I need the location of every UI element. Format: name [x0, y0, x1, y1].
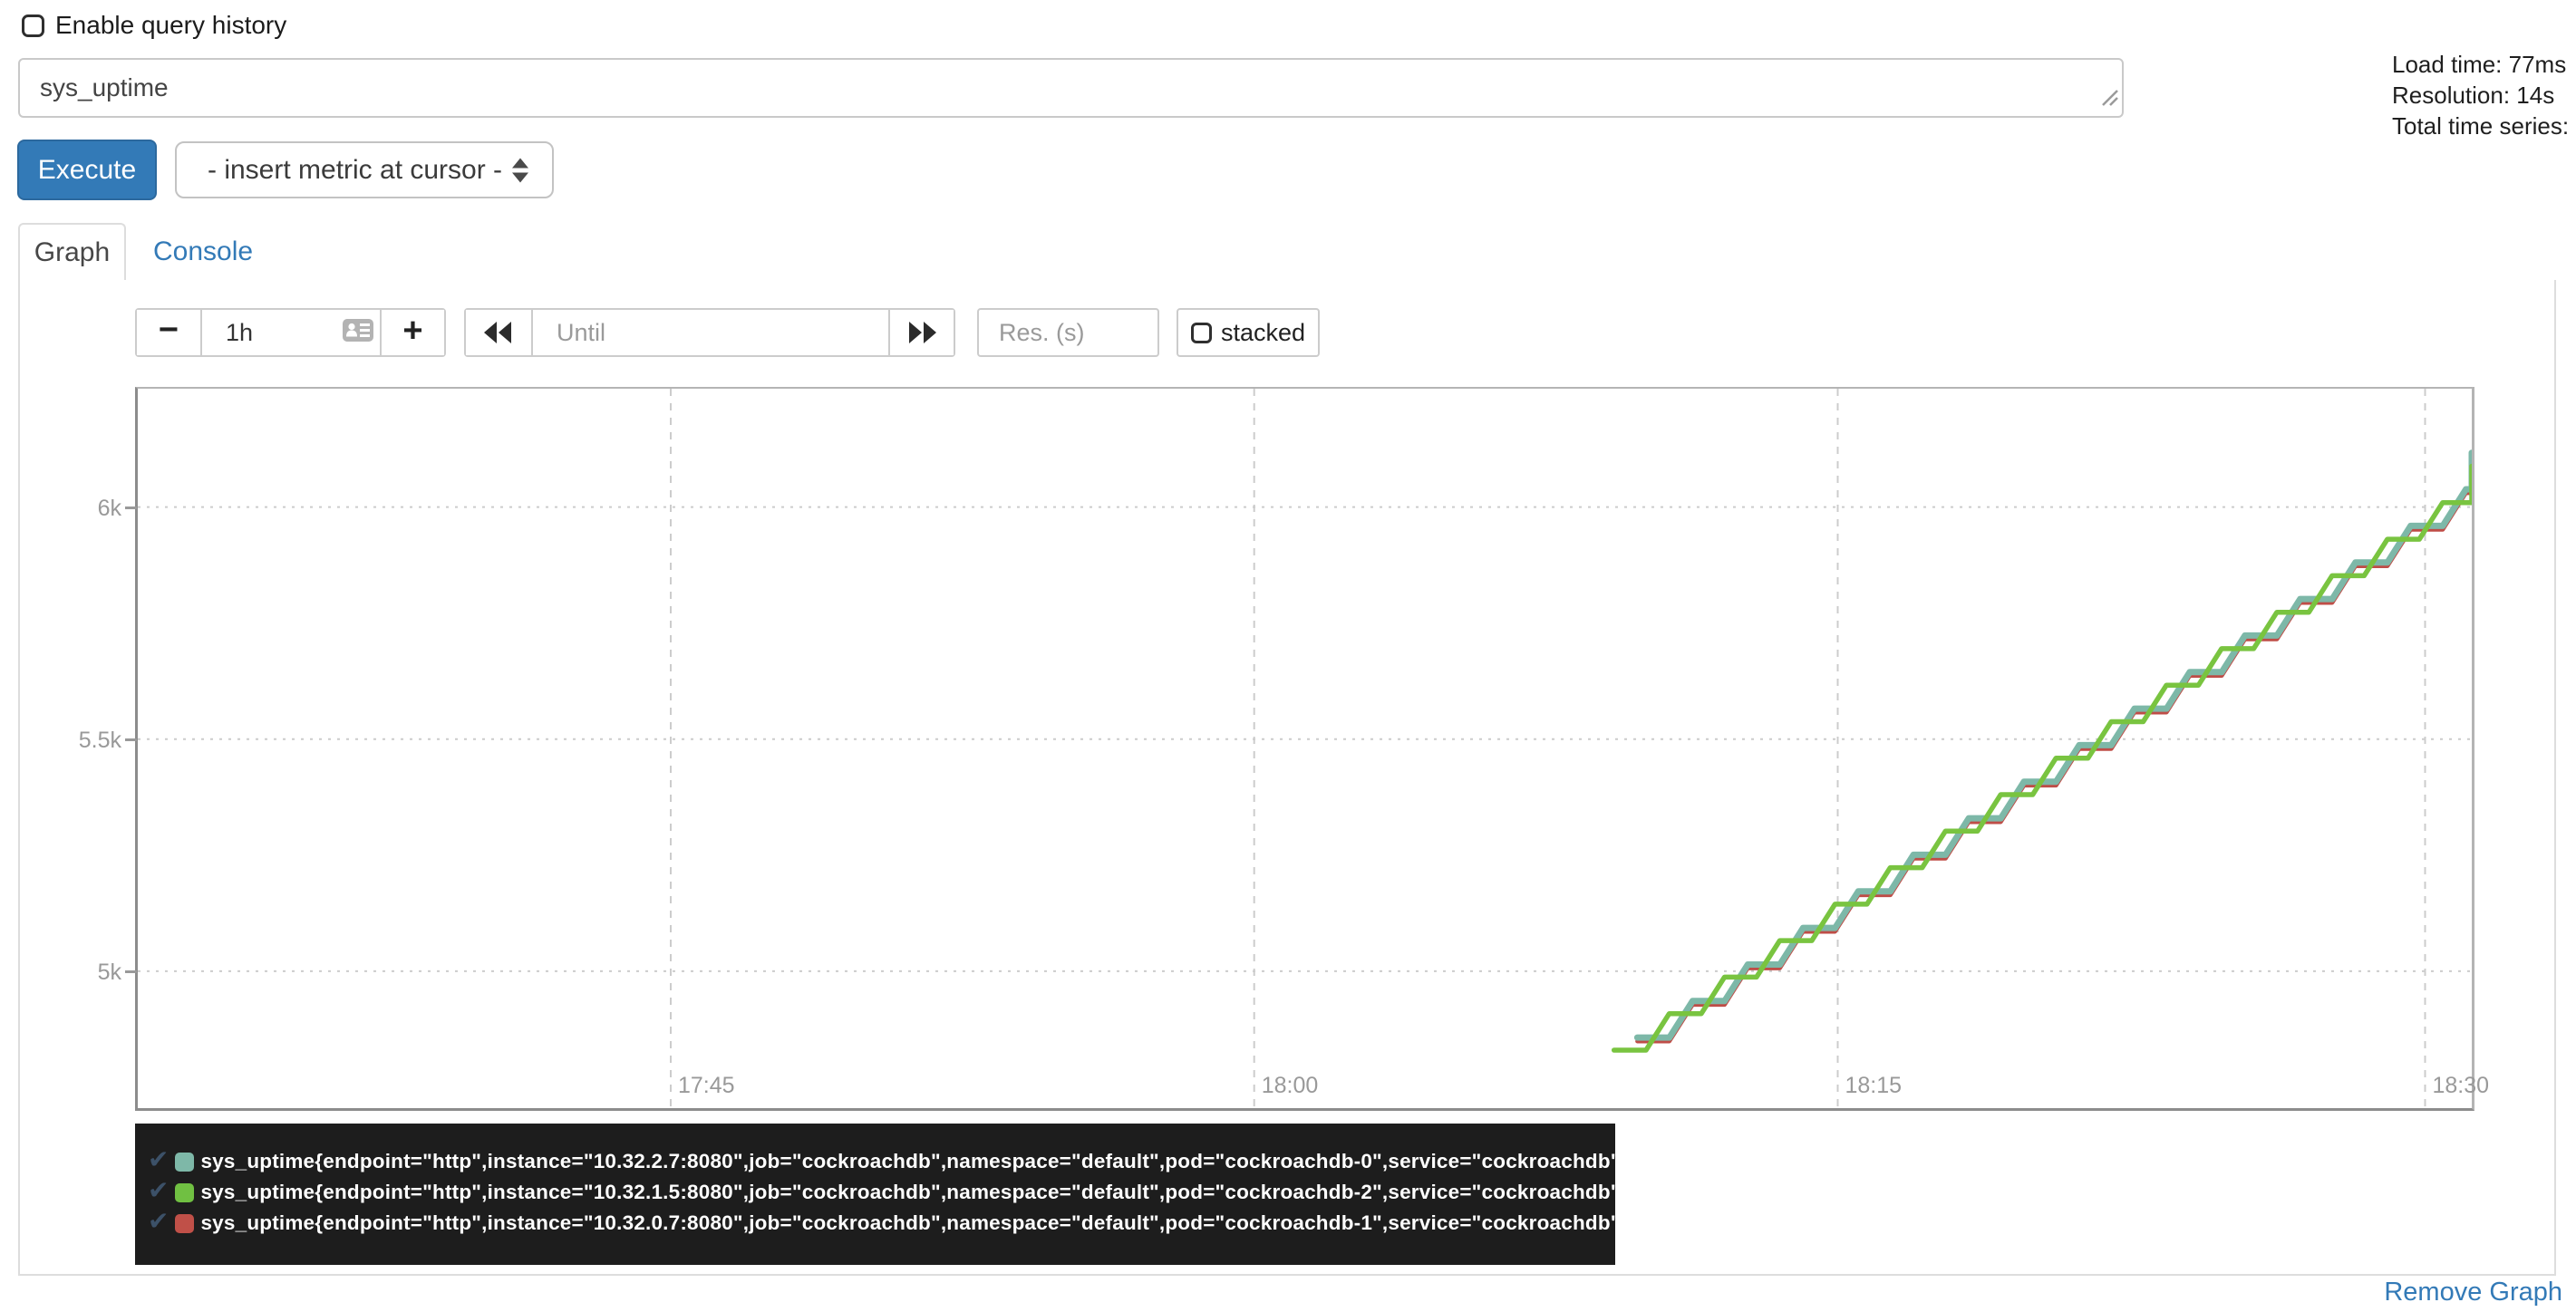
total-time-series: Total time series: 3 [2392, 112, 2576, 140]
range-zoom-out-button[interactable]: − [137, 310, 202, 355]
x-tick-label: 18:15 [1845, 1073, 1903, 1098]
series-label: sys_uptime{endpoint="http",instance="10.… [200, 1150, 1629, 1172]
rewind-icon [484, 322, 511, 343]
enable-query-history-checkbox[interactable] [22, 14, 44, 37]
load-time: Load time: 77ms [2392, 51, 2567, 78]
legend-check-icon: ✔ [148, 1176, 169, 1204]
series-swatch [175, 1213, 195, 1233]
legend-check-icon: ✔ [148, 1145, 169, 1173]
enable-query-history-label: Enable query history [55, 11, 287, 39]
series-swatch [175, 1152, 195, 1172]
graph-panel: − + [18, 280, 2556, 1276]
legend-row[interactable]: ✔ sys_uptime{endpoint="http",instance="10… [148, 1176, 1628, 1208]
series-line [1635, 454, 2472, 1044]
query-input[interactable]: sys_uptime [18, 58, 2124, 118]
chart-legend: ✔ sys_uptime{endpoint="http",instance="10… [135, 1124, 1628, 1265]
stacked-checkbox[interactable] [1190, 322, 1212, 343]
resolution-input[interactable] [979, 310, 1157, 355]
enable-query-history: Enable query history [22, 11, 286, 40]
metric-select-value: - insert metric at cursor - [208, 154, 503, 185]
y-tick-label: 5.5k [78, 727, 121, 753]
y-tick-mark [125, 970, 137, 973]
y-tick-mark [125, 738, 137, 741]
autofill-contact-icon[interactable] [342, 318, 374, 347]
y-tick-mark [125, 506, 137, 509]
stacked-label: stacked [1220, 318, 1306, 346]
x-tick-label: 18:30 [2432, 1073, 2490, 1098]
until-input[interactable] [533, 310, 888, 355]
legend-check-icon: ✔ [148, 1207, 169, 1235]
x-tick-label: 17:45 [677, 1073, 735, 1098]
y-tick-label: 5k [97, 959, 121, 985]
series-label: sys_uptime{endpoint="http",instance="10.… [200, 1181, 1629, 1203]
range-control-group: − + [135, 308, 446, 357]
forward-button[interactable] [890, 310, 954, 355]
series-line [1633, 449, 2472, 1041]
range-zoom-in-button[interactable]: + [380, 310, 444, 355]
series-swatch [175, 1182, 195, 1202]
query-stats: Load time: 77ms Resolution: 14s Total ti… [2392, 49, 2576, 141]
y-tick-label: 6k [97, 495, 121, 521]
stacked-control: stacked [1177, 308, 1320, 357]
remove-graph-link[interactable]: Remove Graph [2384, 1278, 2562, 1307]
legend-row[interactable]: ✔ sys_uptime{endpoint="http",instance="10… [148, 1145, 1628, 1177]
rewind-button[interactable] [466, 310, 531, 355]
tab-bar: Graph Console [18, 223, 2556, 282]
series-label: sys_uptime{endpoint="http",instance="10.… [200, 1211, 1629, 1234]
series-line [1611, 463, 2472, 1053]
chart-plot-area[interactable]: 5k 5.5k 6k 17:45 18:00 18:15 18:30 [79, 387, 2489, 1111]
resolution-control [977, 308, 1159, 357]
select-spinner-icon [512, 158, 528, 182]
metric-select[interactable]: - insert metric at cursor - [175, 141, 554, 198]
tab-graph[interactable]: Graph [18, 223, 126, 280]
chart-canvas [138, 389, 2472, 1108]
forward-icon [909, 322, 936, 343]
resolution: Resolution: 14s [2392, 82, 2555, 109]
execute-button[interactable]: Execute [17, 140, 157, 200]
resize-grip-icon[interactable] [2099, 87, 2119, 111]
query-input-wrapper: sys_uptime [18, 58, 2124, 118]
x-tick-label: 18:00 [1261, 1073, 1319, 1098]
time-control-group [464, 308, 955, 357]
tab-console[interactable]: Console [153, 236, 254, 266]
legend-row[interactable]: ✔ sys_uptime{endpoint="http",instance="10… [148, 1207, 1628, 1239]
